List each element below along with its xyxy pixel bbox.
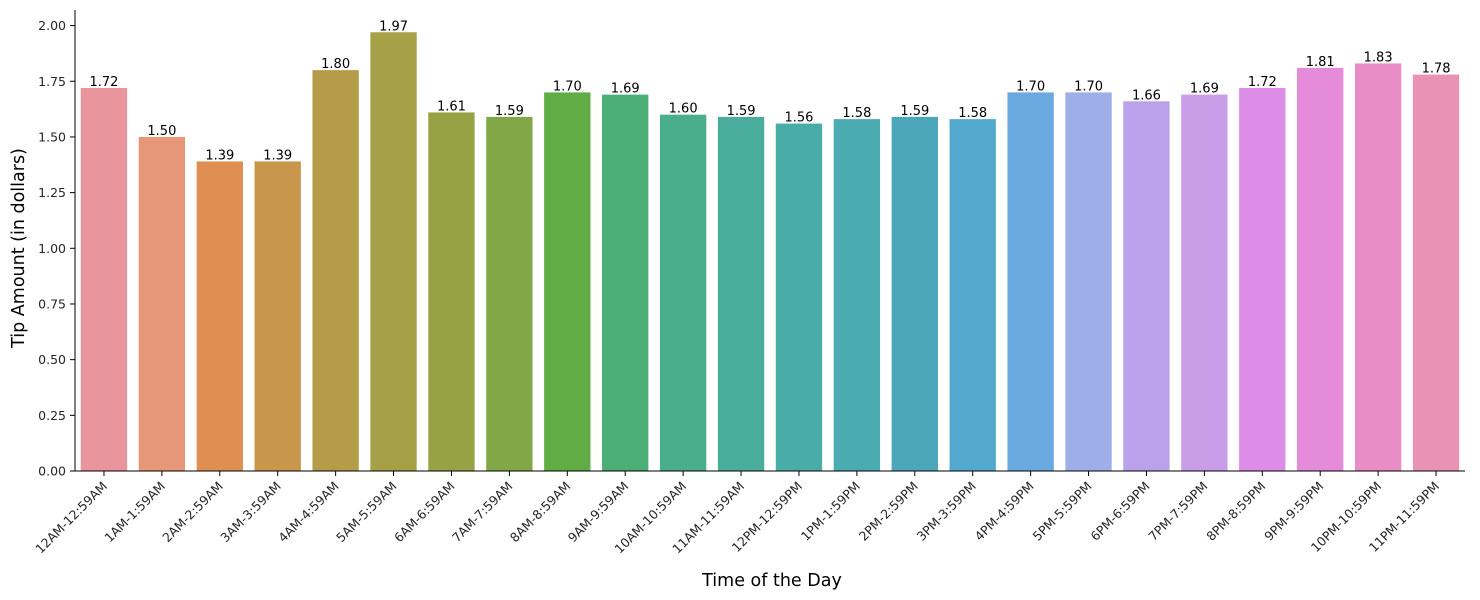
y-tick-label: 1.50: [38, 129, 66, 144]
data-label-8AM-8:59AM: 1.70: [553, 79, 582, 94]
bar-6AM-6:59AM: [428, 112, 475, 471]
data-label-10AM-10:59AM: 1.60: [669, 102, 698, 117]
x-tick-label: 7PM-7:59PM: [1145, 479, 1210, 544]
bar-5AM-5:59AM: [370, 32, 417, 472]
data-label-7AM-7:59AM: 1.59: [495, 104, 524, 119]
bar-4AM-4:59AM: [312, 70, 359, 471]
bar-9PM-9:59PM: [1297, 67, 1344, 472]
x-tick-label: 5PM-5:59PM: [1029, 479, 1094, 544]
data-label-12AM-12:59AM: 1.72: [89, 75, 118, 90]
x-tick-label: 1AM-1:59AM: [101, 479, 168, 546]
data-label-2AM-2:59AM: 1.39: [205, 148, 234, 163]
y-tick-label: 0.00: [38, 464, 66, 479]
data-label-12PM-12:59PM: 1.56: [784, 111, 813, 126]
bar-7AM-7:59AM: [486, 116, 533, 472]
y-tick-label: 1.25: [38, 185, 66, 200]
x-tick-label: 1PM-1:59PM: [798, 479, 863, 544]
bar-10AM-10:59AM: [659, 114, 707, 472]
x-tick-label: 12AM-12:59AM: [32, 479, 110, 557]
bar-6PM-6:59PM: [1123, 101, 1170, 471]
data-label-11PM-11:59PM: 1.78: [1422, 62, 1451, 77]
x-tick-label: 8PM-8:59PM: [1203, 479, 1268, 544]
bar-8PM-8:59PM: [1239, 87, 1286, 471]
bar-4PM-4:59PM: [1007, 92, 1054, 472]
x-tick-label: 6PM-6:59PM: [1087, 479, 1152, 544]
bar-12AM-12:59AM: [80, 87, 128, 471]
bar-9AM-9:59AM: [602, 94, 649, 471]
x-tick-label: 5AM-5:59AM: [333, 479, 400, 546]
x-tick-label: 4PM-4:59PM: [972, 479, 1037, 544]
bar-1PM-1:59PM: [833, 119, 881, 471]
bars-group: [80, 32, 1460, 472]
y-tick-label: 1.75: [38, 74, 66, 89]
data-labels-group: 1.72 1.50 1.39 1.39 1.80 1.97 1.61 1.59 1.70 1.69…: [89, 19, 1450, 163]
data-label-3PM-3:59PM: 1.58: [958, 106, 987, 121]
bar-2AM-2:59AM: [196, 161, 243, 471]
y-axis-label: Tip Amount (in dollars): [9, 148, 29, 349]
data-label-5AM-5:59AM: 1.97: [379, 19, 408, 34]
data-label-3AM-3:59AM: 1.39: [263, 148, 292, 163]
data-label-1AM-1:59AM: 1.50: [147, 124, 176, 139]
data-label-5PM-5:59PM: 1.70: [1074, 79, 1103, 94]
bar-1AM-1:59AM: [138, 136, 186, 471]
data-label-2PM-2:59PM: 1.59: [900, 104, 929, 119]
data-label-7PM-7:59PM: 1.69: [1190, 82, 1219, 97]
y-tick-label: 2.00: [38, 18, 66, 33]
x-tick-label: 2PM-2:59PM: [856, 479, 921, 544]
x-tick-label: 4AM-4:59AM: [275, 479, 342, 546]
data-label-4AM-4:59AM: 1.80: [321, 57, 350, 72]
x-tick-label: 3PM-3:59PM: [914, 479, 979, 544]
bar-3PM-3:59PM: [949, 119, 996, 471]
data-label-8PM-8:59PM: 1.72: [1248, 75, 1277, 90]
y-tick-label: 0.25: [38, 408, 66, 423]
data-label-9AM-9:59AM: 1.69: [611, 82, 640, 97]
x-axis-label: Time of the Day: [701, 571, 842, 591]
bar-2PM-2:59PM: [891, 116, 938, 472]
bar-5PM-5:59PM: [1065, 92, 1112, 472]
data-label-1PM-1:59PM: 1.58: [842, 106, 871, 121]
y-tick-label: 0.50: [38, 352, 66, 367]
bar-8AM-8:59AM: [544, 92, 591, 472]
x-tick-label: 3AM-3:59AM: [217, 479, 284, 546]
bar-11PM-11:59PM: [1412, 74, 1460, 471]
bar-7PM-7:59PM: [1181, 94, 1228, 471]
data-label-4PM-4:59PM: 1.70: [1016, 79, 1045, 94]
y-axis-ticks: 0.00 0.25 0.50 0.75 1.00 1.25 1.50 1.75 2.00: [38, 18, 75, 479]
data-label-10PM-10:59PM: 1.83: [1364, 50, 1393, 65]
y-tick-label: 0.75: [38, 296, 66, 311]
x-tick-label: 6AM-6:59AM: [391, 479, 458, 546]
data-label-6PM-6:59PM: 1.66: [1132, 88, 1161, 103]
bar-3AM-3:59AM: [254, 161, 301, 471]
data-label-11AM-11:59AM: 1.59: [727, 104, 756, 119]
x-axis-ticks: 12AM-12:59AM1AM-1:59AM2AM-2:59AM3AM-3:59…: [32, 471, 1442, 556]
bar-12PM-12:59PM: [775, 123, 823, 471]
data-label-9PM-9:59PM: 1.81: [1306, 55, 1335, 70]
bar-11AM-11:59AM: [717, 116, 765, 472]
data-label-6AM-6:59AM: 1.61: [437, 99, 466, 114]
bar-10PM-10:59PM: [1354, 63, 1402, 471]
x-tick-label: 9PM-9:59PM: [1261, 479, 1326, 544]
y-tick-label: 1.00: [38, 241, 66, 256]
x-tick-label: 8AM-8:59AM: [507, 479, 574, 546]
x-tick-label: 7AM-7:59AM: [449, 479, 516, 546]
x-tick-label: 2AM-2:59AM: [159, 479, 226, 546]
